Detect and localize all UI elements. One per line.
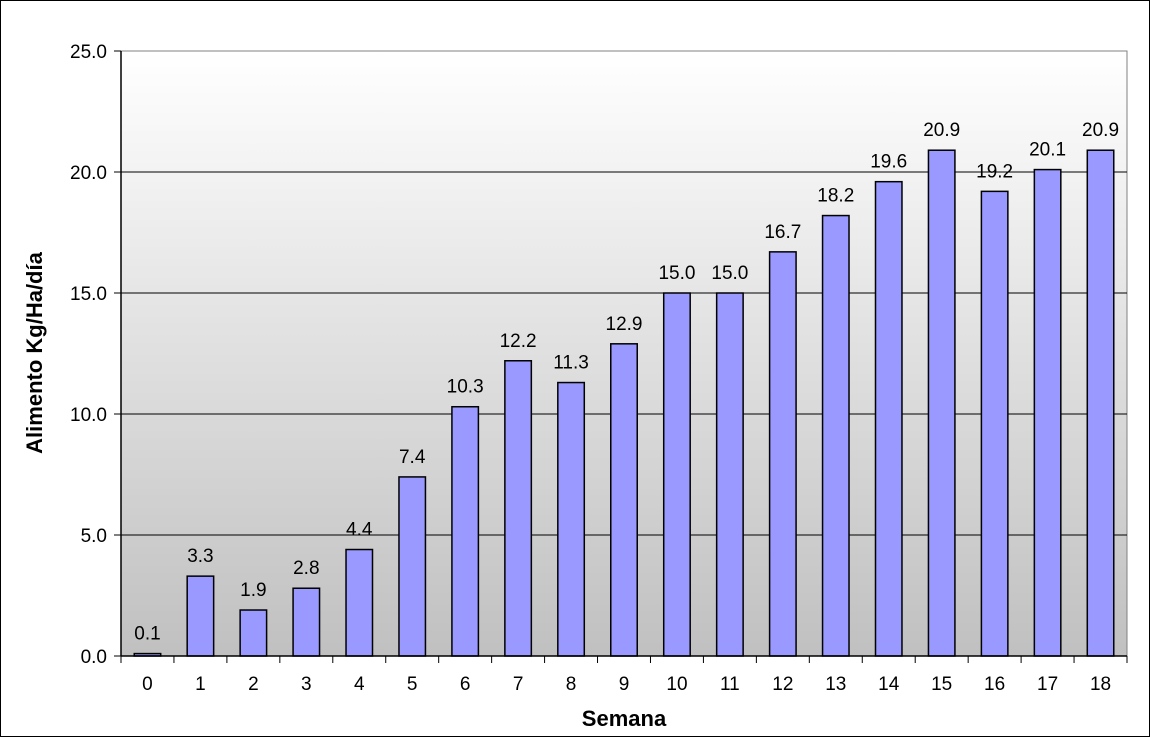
bar <box>715 292 744 657</box>
bar <box>610 343 638 657</box>
x-tick-label: 4 <box>354 674 365 695</box>
bar <box>186 575 215 657</box>
data-label: 11.3 <box>553 353 589 374</box>
bar <box>768 251 797 657</box>
x-tick-label: 15 <box>931 674 952 695</box>
bar <box>821 214 850 657</box>
bar <box>239 609 268 657</box>
y-tick-label: 5.0 <box>81 526 107 547</box>
bar <box>345 548 374 657</box>
y-tick-label: 0.0 <box>81 647 107 668</box>
data-label: 3.3 <box>187 546 213 567</box>
data-label: 12.2 <box>500 331 537 352</box>
y-axis-title: Alimento Kg/Ha/día <box>22 251 47 453</box>
data-label: 12.9 <box>606 314 643 335</box>
x-tick-label: 8 <box>566 674 577 695</box>
y-tick-label: 10.0 <box>70 405 107 426</box>
data-label: 20.9 <box>923 120 960 141</box>
bar <box>980 190 1009 657</box>
y-tick-label: 15.0 <box>70 284 107 305</box>
data-label: 20.9 <box>1082 120 1119 141</box>
bar <box>927 149 956 657</box>
x-tick-label: 5 <box>407 674 418 695</box>
data-label: 4.4 <box>346 520 373 541</box>
bar <box>874 180 903 657</box>
x-tick-label: 11 <box>720 674 740 695</box>
bars <box>133 149 1115 657</box>
data-label: 0.1 <box>134 624 160 645</box>
x-axis-title: Semana <box>582 706 667 731</box>
bar <box>451 405 480 657</box>
data-label: 10.3 <box>447 377 484 398</box>
bar <box>1086 149 1115 657</box>
x-tick-label: 9 <box>619 674 630 695</box>
x-tick-label: 1 <box>195 674 206 695</box>
x-tick-label: 2 <box>248 674 259 695</box>
x-tick-label: 6 <box>460 674 471 695</box>
y-tick-label: 20.0 <box>70 163 107 184</box>
data-label: 19.2 <box>976 161 1013 182</box>
data-label: 19.6 <box>870 152 907 173</box>
data-label: 7.4 <box>399 447 426 468</box>
data-label: 18.2 <box>817 186 854 207</box>
x-tick-label: 3 <box>301 674 312 695</box>
bar <box>557 381 586 657</box>
bar <box>662 292 691 657</box>
bar <box>292 587 321 657</box>
x-tick-label: 0 <box>142 674 153 695</box>
y-tick-label: 25.0 <box>70 42 107 63</box>
data-labels: 0.1 3.3 1.9 2.8 4.4 7.4 10.3 12.2 11.3 12.9 15.0 15… <box>134 120 1119 644</box>
x-tick-label: 13 <box>825 674 846 695</box>
x-tick-label: 12 <box>772 674 793 695</box>
bar <box>504 360 533 657</box>
x-tick-label: 18 <box>1090 674 1111 695</box>
bar <box>1033 168 1062 657</box>
x-tick-label: 17 <box>1037 674 1058 695</box>
data-label: 15.0 <box>658 263 695 284</box>
data-label: 20.1 <box>1029 140 1066 161</box>
x-tick-label: 16 <box>984 674 1005 695</box>
data-label: 16.7 <box>764 222 801 243</box>
x-tick-label: 14 <box>878 674 900 695</box>
data-label: 2.8 <box>293 558 319 579</box>
x-tick-label: 10 <box>666 674 687 695</box>
axes: 0.05.010.015.020.025.00 1 2 3 4 5 6 7 8 9 10 11 12 13… <box>70 42 1128 695</box>
data-label: 15.0 <box>711 263 748 284</box>
data-label: 1.9 <box>240 580 266 601</box>
bar <box>398 476 427 657</box>
x-tick-label: 7 <box>513 674 524 695</box>
